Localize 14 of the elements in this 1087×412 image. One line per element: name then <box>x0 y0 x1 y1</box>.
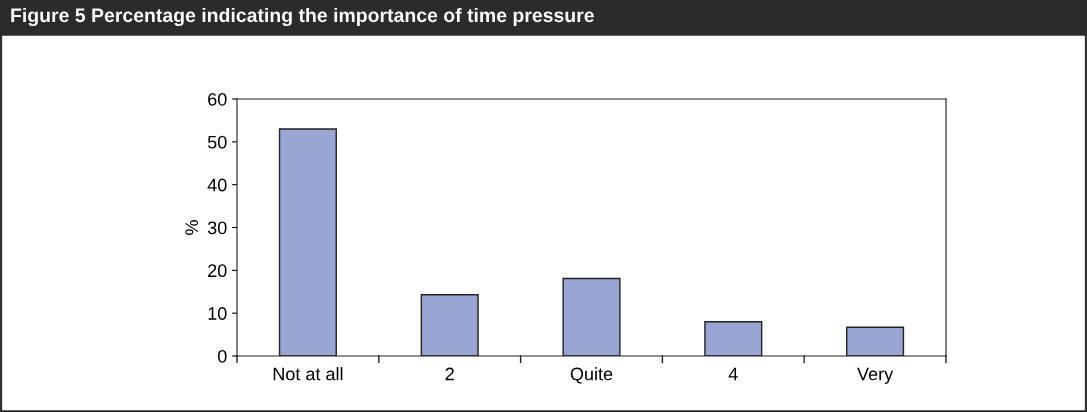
x-tick-label: Quite <box>570 367 613 384</box>
x-tick-label: Not at all <box>273 367 343 381</box>
y-tick-label: 40 <box>207 178 227 192</box>
y-tick-label: 30 <box>207 221 227 235</box>
chart-title: Figure 5 Percentage indicating the importance of time pressure <box>11 7 594 27</box>
x-tick-label: 4 <box>728 367 738 381</box>
x-tick-label: 2 <box>445 367 454 381</box>
x-tick-label: Very <box>857 367 894 384</box>
y-tick-label: 0 <box>217 349 227 363</box>
y-tick-label: 50 <box>207 135 227 149</box>
y-tick-label: 10 <box>208 307 227 320</box>
y-axis-title: % <box>185 220 198 235</box>
y-tick-label: 20 <box>208 264 227 278</box>
y-tick-label: 60 <box>208 92 227 106</box>
